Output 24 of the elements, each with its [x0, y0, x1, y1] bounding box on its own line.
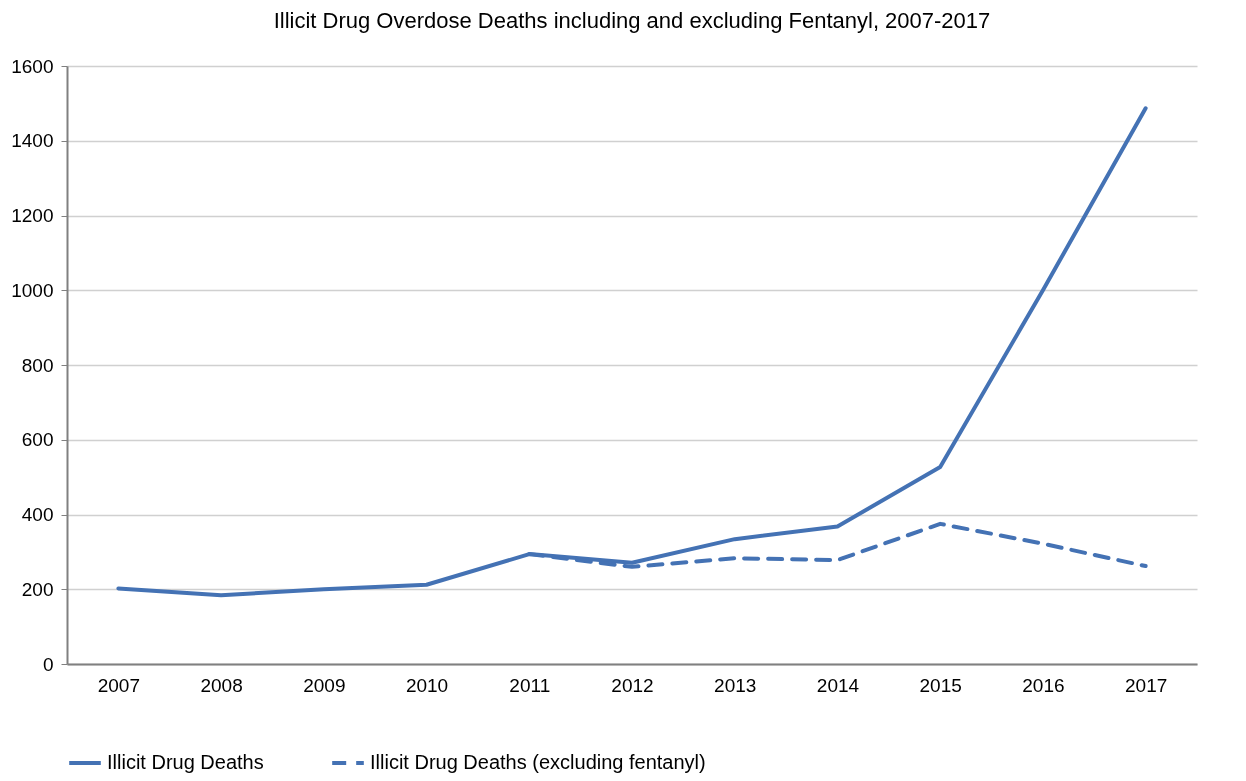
chart-title: Illicit Drug Overdose Deaths including and excluding Fentanyl, 2007-2017: [273, 8, 991, 33]
y-tick-label: 0: [42, 653, 54, 675]
x-tick-label: 2010: [405, 674, 449, 696]
x-tick-label: 2008: [200, 674, 243, 696]
x-tick-label: 2016: [1022, 674, 1065, 696]
x-tick-label: 2017: [1125, 674, 1168, 696]
x-tick-label: 2014: [816, 674, 860, 696]
y-tick-label: 1400: [11, 130, 54, 152]
y-tick-label: 400: [21, 504, 54, 525]
y-tick-label: 800: [21, 354, 54, 376]
line-series: [116, 106, 1148, 598]
x-tick-label: 2012: [611, 674, 654, 696]
x-tick-label: 2015: [919, 674, 962, 696]
legend-label: Illicit Drug Deaths (excluding fentanyl): [370, 751, 706, 773]
y-tick-label: 1200: [11, 205, 54, 226]
x-tick-label: 2011: [509, 674, 551, 696]
x-tick-label: 2007: [97, 674, 140, 696]
y-tick-label: 1600: [11, 55, 54, 77]
y-tick-label: 600: [21, 429, 54, 451]
legend-label: Illicit Drug Deaths: [107, 751, 264, 773]
y-tick-label: 200: [21, 578, 54, 600]
x-tick-label: 2009: [303, 674, 346, 696]
x-tick-label: 2013: [714, 674, 757, 696]
y-tick-label: 1000: [11, 279, 54, 301]
